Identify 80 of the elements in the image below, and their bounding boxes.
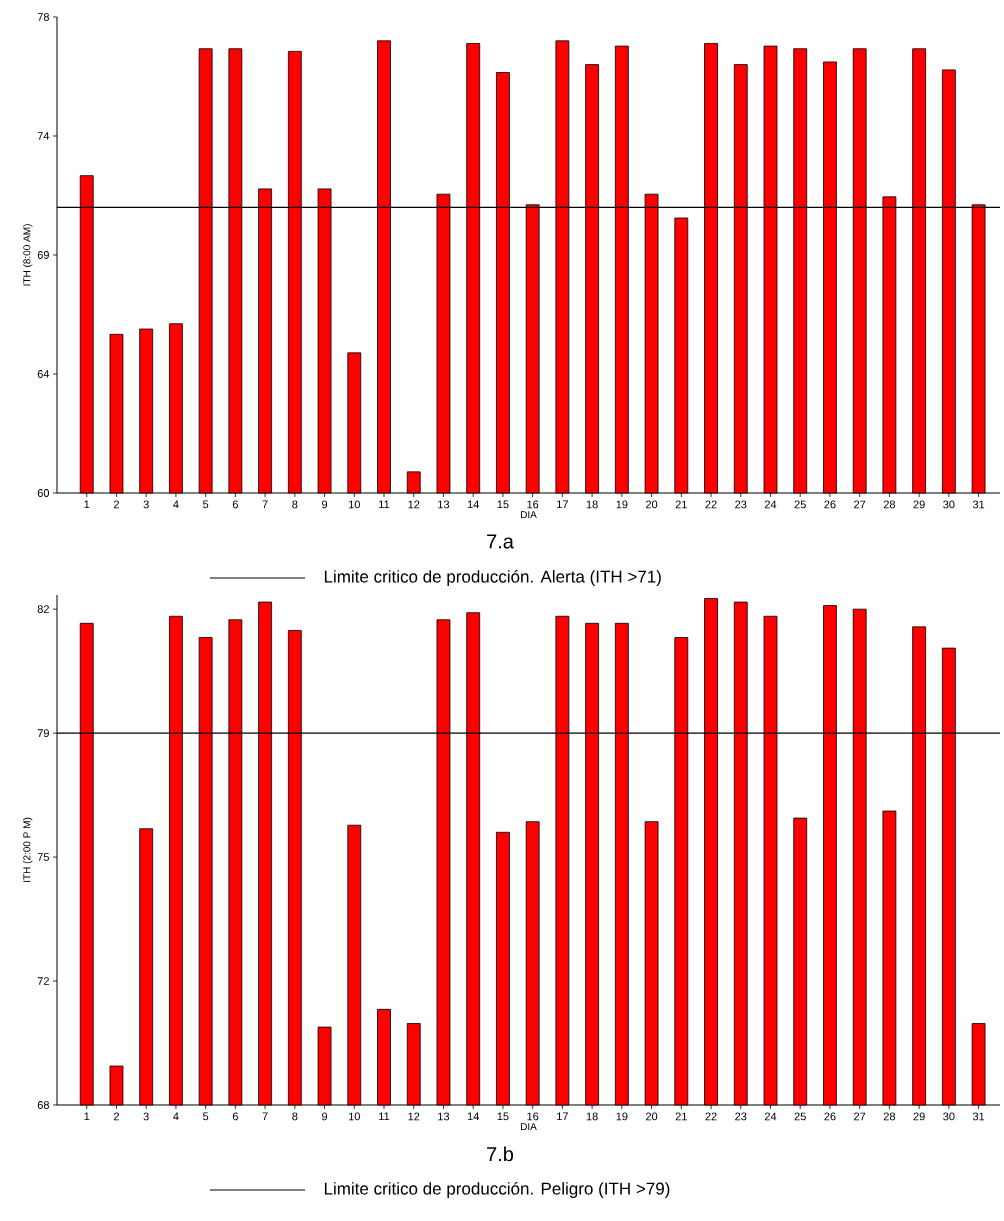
x-tick-label: 24 bbox=[764, 1112, 777, 1121]
x-tick-label: 10 bbox=[349, 1112, 360, 1121]
x-tick-label: 31 bbox=[972, 500, 985, 509]
x-tick-label: 14 bbox=[467, 1112, 479, 1121]
x-tick-label: 13 bbox=[438, 500, 450, 509]
x-tick-label: 25 bbox=[794, 1112, 806, 1121]
ref-line-label: Limite critico de producción. Peligro (ITH >79) bbox=[324, 1181, 670, 1199]
x-tick-label: 9 bbox=[322, 1112, 328, 1121]
x-tick-label: 15 bbox=[497, 1112, 509, 1121]
x-tick-label: 28 bbox=[883, 1112, 896, 1121]
y-tick-label: 79 bbox=[37, 729, 49, 738]
x-tick-label: 1 bbox=[84, 1112, 90, 1121]
x-axis-title: DIA bbox=[520, 511, 537, 519]
x-tick-label: 11 bbox=[379, 1112, 390, 1121]
text: 7.b bbox=[487, 1146, 514, 1162]
x-tick-label: 21 bbox=[675, 1112, 687, 1121]
x-tick-label: 7 bbox=[262, 500, 268, 509]
x-tick-label: 27 bbox=[854, 500, 866, 509]
x-tick-label: 2 bbox=[113, 1112, 119, 1121]
x-tick-label: 23 bbox=[735, 1112, 747, 1121]
x-tick-label: 19 bbox=[616, 1112, 628, 1121]
y-tick-label: 82 bbox=[37, 605, 49, 614]
x-tick-label: 3 bbox=[143, 500, 149, 509]
x-tick-label: 14 bbox=[467, 500, 479, 509]
x-tick-label: 12 bbox=[408, 500, 420, 509]
y-tick-label: 68 bbox=[37, 1101, 49, 1109]
x-tick-label: 17 bbox=[557, 500, 568, 509]
x-tick-label: 31 bbox=[972, 1112, 985, 1121]
x-tick-label: 22 bbox=[705, 1112, 717, 1121]
x-tick-label: 2 bbox=[113, 500, 119, 509]
x-tick-label: 25 bbox=[794, 500, 806, 509]
x-tick-label: 5 bbox=[203, 500, 209, 509]
x-tick-label: 21 bbox=[675, 500, 687, 509]
x-tick-label: 29 bbox=[913, 500, 925, 509]
x-axis-title: DIA bbox=[520, 1123, 537, 1131]
x-tick-label: 11 bbox=[379, 500, 390, 509]
x-tick-label: 4 bbox=[173, 1112, 179, 1121]
x-tick-label: 4 bbox=[173, 500, 179, 509]
x-tick-label: 18 bbox=[586, 500, 598, 509]
x-tick-label: 7 bbox=[262, 1112, 268, 1121]
y-tick-label: 64 bbox=[37, 370, 50, 378]
y-tick-label: 74 bbox=[37, 132, 50, 140]
x-tick-label: 24 bbox=[764, 500, 777, 509]
y-tick-label: 69 bbox=[37, 251, 49, 259]
x-tick-label: 13 bbox=[438, 1112, 450, 1121]
y-tick-label: 72 bbox=[37, 977, 49, 985]
x-tick-label: 22 bbox=[705, 500, 717, 509]
y-axis-title: ITH (2:00 P M) bbox=[23, 817, 33, 882]
x-tick-label: 9 bbox=[322, 500, 328, 509]
x-tick-label: 30 bbox=[943, 1112, 955, 1121]
x-tick-label: 19 bbox=[616, 500, 628, 509]
x-tick-label: 20 bbox=[646, 500, 658, 509]
y-tick-label: 75 bbox=[37, 853, 49, 861]
ref-line-label: Limite critico de producción. Alerta (ITH >71) bbox=[324, 569, 661, 587]
x-tick-label: 18 bbox=[586, 1112, 598, 1121]
x-tick-label: 30 bbox=[943, 500, 955, 509]
x-tick-label: 15 bbox=[497, 500, 509, 509]
x-tick-label: 8 bbox=[292, 1112, 298, 1121]
y-tick-label: 78 bbox=[37, 13, 49, 21]
x-tick-label: 17 bbox=[557, 1112, 568, 1121]
text: 7.a bbox=[487, 534, 514, 549]
x-tick-label: 27 bbox=[854, 1112, 866, 1121]
x-tick-label: 29 bbox=[913, 1112, 925, 1121]
y-axis-title: ITH (8:00 AM) bbox=[23, 224, 33, 286]
y-tick-label: 60 bbox=[37, 489, 50, 497]
x-tick-label: 5 bbox=[203, 1112, 209, 1121]
x-tick-label: 12 bbox=[408, 1112, 420, 1121]
x-tick-label: 26 bbox=[824, 1112, 836, 1121]
x-tick-label: 3 bbox=[143, 1112, 149, 1121]
x-tick-label: 6 bbox=[232, 1112, 238, 1121]
x-tick-label: 6 bbox=[232, 500, 238, 509]
x-tick-label: 1 bbox=[84, 500, 90, 509]
x-tick-label: 26 bbox=[824, 500, 836, 509]
x-tick-label: 23 bbox=[735, 500, 747, 509]
x-tick-label: 28 bbox=[883, 500, 896, 509]
x-tick-label: 20 bbox=[646, 1112, 658, 1121]
x-tick-label: 16 bbox=[527, 1112, 539, 1121]
x-tick-label: 10 bbox=[349, 500, 360, 509]
x-tick-label: 8 bbox=[292, 500, 298, 509]
x-tick-label: 16 bbox=[527, 500, 539, 509]
